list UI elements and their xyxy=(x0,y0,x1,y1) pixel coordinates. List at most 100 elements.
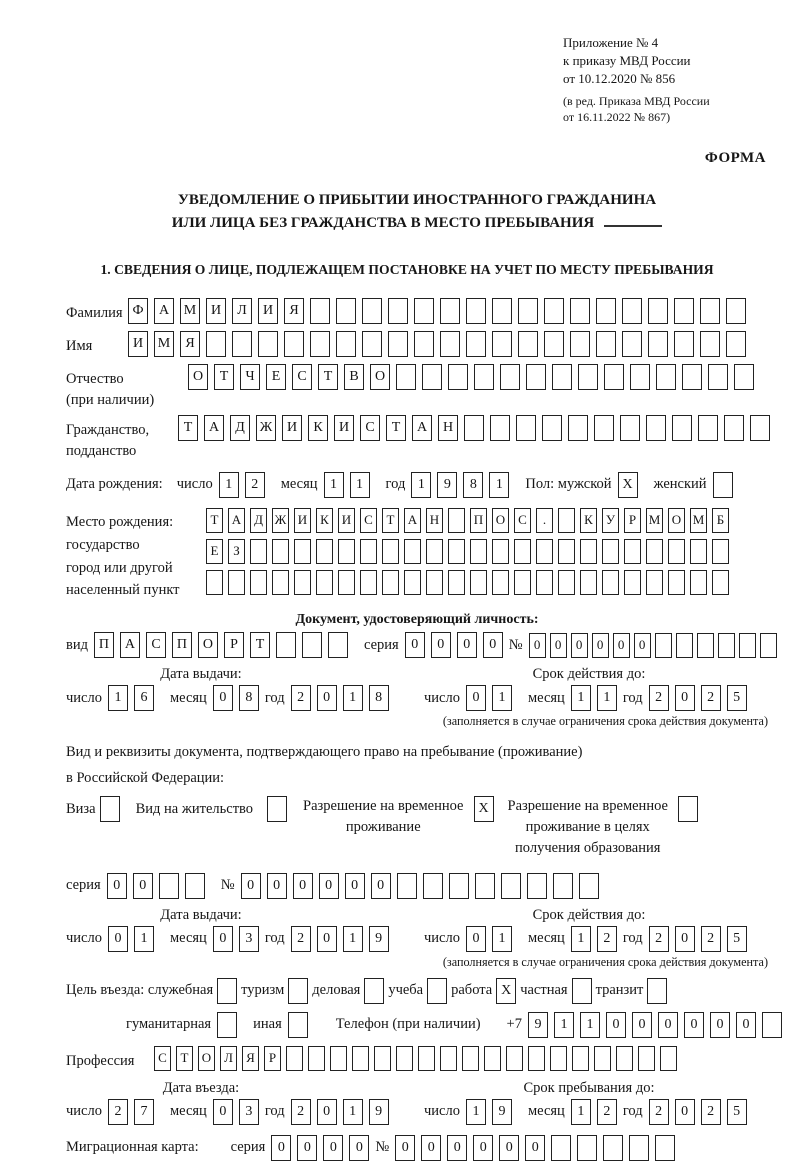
char-box[interactable] xyxy=(258,330,278,357)
char-box[interactable]: А xyxy=(404,507,421,533)
char-box[interactable]: А xyxy=(228,507,245,533)
char-box[interactable] xyxy=(294,569,311,595)
char-box[interactable]: 0 xyxy=(318,872,339,899)
char-box[interactable] xyxy=(184,872,205,899)
char-box[interactable]: Т xyxy=(318,363,338,390)
char-box[interactable] xyxy=(536,569,553,595)
char-box[interactable] xyxy=(726,330,746,357)
char-box[interactable] xyxy=(514,569,531,595)
char-box[interactable]: И xyxy=(206,297,226,324)
char-box[interactable] xyxy=(518,297,538,324)
char-box[interactable] xyxy=(577,1134,598,1161)
char-box[interactable] xyxy=(648,297,668,324)
char-box[interactable]: 1 xyxy=(133,925,154,952)
char-box[interactable] xyxy=(284,330,304,357)
char-box[interactable]: 0 xyxy=(499,1134,520,1161)
char-box[interactable]: И xyxy=(282,414,302,441)
char-box[interactable]: X xyxy=(496,977,517,1004)
char-box[interactable] xyxy=(448,569,465,595)
char-box[interactable] xyxy=(492,330,512,357)
char-box[interactable]: Т xyxy=(206,507,223,533)
char-box[interactable]: . xyxy=(536,507,553,533)
char-box[interactable]: Б xyxy=(712,507,729,533)
char-box[interactable] xyxy=(514,538,531,564)
char-box[interactable]: 2 xyxy=(648,1098,669,1125)
char-box[interactable] xyxy=(316,538,333,564)
char-box[interactable] xyxy=(750,414,770,441)
char-box[interactable]: С xyxy=(292,363,312,390)
char-box[interactable] xyxy=(646,569,663,595)
char-box[interactable] xyxy=(327,632,348,659)
char-box[interactable]: 0 xyxy=(430,632,451,659)
char-box[interactable] xyxy=(655,1134,676,1161)
char-box[interactable] xyxy=(338,569,355,595)
char-box[interactable]: 0 xyxy=(349,1134,370,1161)
char-box[interactable]: Р xyxy=(223,632,244,659)
char-box[interactable]: 1 xyxy=(596,685,617,712)
char-box[interactable]: Е xyxy=(266,363,286,390)
char-box[interactable] xyxy=(448,538,465,564)
char-box[interactable] xyxy=(558,538,575,564)
char-box[interactable]: С xyxy=(514,507,531,533)
char-box[interactable]: У xyxy=(602,507,619,533)
char-box[interactable] xyxy=(734,363,754,390)
char-box[interactable]: 3 xyxy=(238,925,259,952)
char-box[interactable]: 0 xyxy=(212,925,233,952)
char-box[interactable]: 0 xyxy=(404,632,425,659)
char-box[interactable] xyxy=(558,569,575,595)
char-box[interactable]: А xyxy=(412,414,432,441)
char-box[interactable]: Д xyxy=(230,414,250,441)
char-box[interactable] xyxy=(571,977,592,1004)
char-box[interactable]: 0 xyxy=(549,632,567,658)
char-box[interactable]: Т xyxy=(382,507,399,533)
char-box[interactable] xyxy=(232,330,252,357)
char-box[interactable] xyxy=(396,363,416,390)
char-box[interactable] xyxy=(267,795,288,822)
char-box[interactable]: Е xyxy=(206,538,223,564)
char-box[interactable]: К xyxy=(308,414,328,441)
char-box[interactable] xyxy=(551,1134,572,1161)
char-box[interactable]: М xyxy=(646,507,663,533)
char-box[interactable]: И xyxy=(334,414,354,441)
char-box[interactable]: 1 xyxy=(570,685,591,712)
char-box[interactable]: П xyxy=(470,507,487,533)
char-box[interactable]: 1 xyxy=(491,685,512,712)
char-box[interactable]: 0 xyxy=(465,925,486,952)
char-box[interactable] xyxy=(158,872,179,899)
char-box[interactable] xyxy=(660,1045,677,1071)
char-box[interactable] xyxy=(698,414,718,441)
char-box[interactable]: 1 xyxy=(323,471,344,498)
char-box[interactable]: О xyxy=(188,363,208,390)
char-box[interactable]: Н xyxy=(438,414,458,441)
char-box[interactable]: 9 xyxy=(368,925,389,952)
char-box[interactable] xyxy=(568,414,588,441)
char-box[interactable]: О xyxy=(197,632,218,659)
char-box[interactable] xyxy=(217,977,238,1004)
char-box[interactable] xyxy=(580,569,597,595)
char-box[interactable] xyxy=(550,1045,567,1071)
char-box[interactable] xyxy=(578,363,598,390)
char-box[interactable] xyxy=(374,1045,391,1071)
char-box[interactable] xyxy=(712,471,733,498)
char-box[interactable] xyxy=(330,1045,347,1071)
char-box[interactable]: 1 xyxy=(570,1098,591,1125)
char-box[interactable] xyxy=(603,1134,624,1161)
char-box[interactable] xyxy=(761,1011,782,1038)
char-box[interactable] xyxy=(578,872,599,899)
char-box[interactable] xyxy=(310,330,330,357)
char-box[interactable] xyxy=(596,330,616,357)
char-box[interactable]: 0 xyxy=(683,1011,704,1038)
char-box[interactable]: С xyxy=(145,632,166,659)
char-box[interactable]: О xyxy=(370,363,390,390)
char-box[interactable] xyxy=(490,414,510,441)
char-box[interactable] xyxy=(708,363,728,390)
char-box[interactable] xyxy=(492,297,512,324)
char-box[interactable]: И xyxy=(128,330,148,357)
char-box[interactable] xyxy=(422,872,443,899)
char-box[interactable] xyxy=(206,330,226,357)
char-box[interactable]: Я xyxy=(180,330,200,357)
char-box[interactable] xyxy=(672,414,692,441)
char-box[interactable]: 1 xyxy=(218,471,239,498)
char-box[interactable]: 1 xyxy=(107,685,128,712)
char-box[interactable]: 0 xyxy=(240,872,261,899)
